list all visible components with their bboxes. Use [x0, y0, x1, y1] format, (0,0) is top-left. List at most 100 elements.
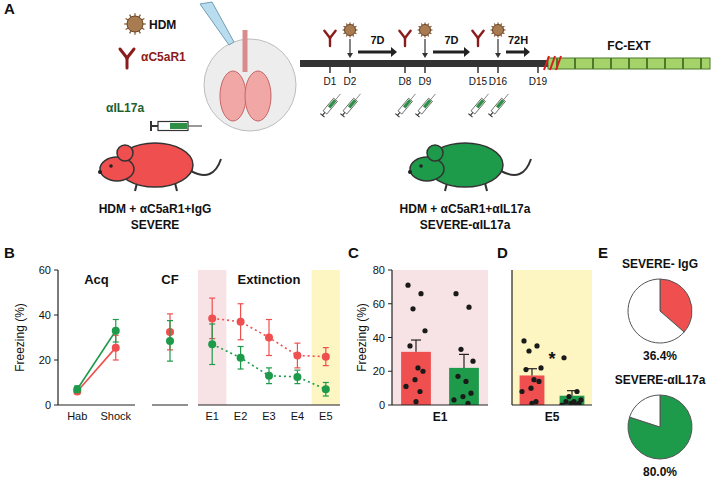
marker: [322, 385, 330, 393]
point: [534, 343, 539, 348]
fc-ext-bar: [548, 58, 710, 69]
interval-arrowhead: [464, 47, 470, 57]
label: 60: [39, 264, 51, 276]
syringe-liquid: [348, 99, 357, 108]
error-cap: [167, 313, 173, 314]
marker: [322, 353, 330, 361]
series-line: [77, 331, 116, 390]
label: 0: [379, 399, 385, 411]
error-cap: [238, 346, 244, 347]
error-bar: [167, 321, 173, 362]
error-cap: [294, 383, 300, 384]
syringe-barrel: [491, 98, 505, 114]
point: [519, 389, 524, 394]
panel-letter: A: [4, 0, 15, 17]
error-bar: [294, 370, 300, 384]
slice: [630, 395, 660, 427]
error-cap: [323, 395, 329, 396]
label: SEVERE-αIL17a: [615, 373, 706, 387]
lung: [220, 71, 246, 121]
label: 20: [373, 365, 385, 377]
error-cap: [209, 364, 215, 365]
error-cap: [238, 303, 244, 304]
hdm-icon: [343, 23, 358, 38]
fc-ext-session: [574, 58, 576, 69]
syringe-needle: [188, 125, 202, 126]
label: Extinction: [238, 272, 301, 287]
label: 72H: [508, 34, 528, 46]
point: [468, 391, 473, 396]
point: [466, 305, 471, 310]
antibody-arm: [405, 31, 411, 38]
label: 36.4%: [643, 349, 677, 363]
error-bar: [238, 347, 244, 370]
label: 7D: [370, 34, 384, 46]
error-cap: [294, 370, 300, 371]
marker: [112, 327, 120, 335]
mouse-eye: [419, 164, 423, 168]
label: Hab: [67, 410, 87, 422]
x-axis: [58, 404, 135, 405]
error-cap: [266, 355, 272, 356]
figure: ABCDEHDMαC5aR1αIL17aFC-EXTD1D2D8D9D15D16…: [0, 0, 718, 502]
label: 20: [39, 354, 51, 366]
point: [521, 338, 526, 343]
panel-letter: D: [497, 244, 508, 261]
label: 60: [373, 298, 385, 310]
antibody-arm: [399, 31, 405, 38]
point: [566, 394, 571, 399]
error-cap: [167, 361, 173, 362]
panel-bars: 020406080Freezing (%)E1: [355, 264, 488, 424]
point: [574, 389, 579, 394]
pie: SEVERE-αIL17a80.0%: [615, 373, 706, 479]
point: [536, 379, 541, 384]
label: Freezing (%): [355, 303, 369, 372]
syringe-icon: [415, 92, 437, 117]
label: SEVERE: [131, 218, 180, 232]
drop-arrowhead: [422, 53, 428, 58]
error-line: [463, 354, 464, 368]
hdm-icon: [124, 13, 146, 35]
label: Acq: [84, 272, 109, 287]
point: [528, 386, 533, 391]
marker: [237, 318, 245, 326]
x-axis: [512, 404, 592, 405]
syringe-needle: [411, 94, 416, 100]
marker: [293, 352, 301, 360]
day-tick: [349, 67, 351, 73]
antibody-icon: [472, 31, 483, 46]
marker: [208, 314, 216, 322]
point: [561, 355, 566, 360]
point: [563, 399, 568, 404]
label: E5: [319, 410, 332, 422]
error-cap: [238, 339, 244, 340]
plot-data: [401, 283, 479, 405]
label: D15: [469, 76, 488, 87]
label: 0: [45, 399, 51, 411]
point: [523, 367, 528, 372]
label: E4: [291, 410, 304, 422]
label: HDM: [149, 18, 176, 32]
marker: [112, 344, 120, 352]
syringe-barrel: [471, 98, 485, 114]
day-tick: [424, 67, 426, 73]
point: [417, 389, 422, 394]
fc-ext-session: [610, 58, 612, 69]
y-tick: [388, 371, 392, 372]
interval-arrowhead: [391, 47, 397, 57]
mouse-eye: [109, 164, 113, 168]
mouse-nose: [408, 170, 412, 174]
syringe-icon: [151, 121, 202, 131]
syringe-needle: [504, 94, 509, 100]
point: [531, 377, 536, 382]
point: [410, 306, 415, 311]
panel-letter: B: [4, 244, 15, 261]
syringe-plunger: [322, 112, 324, 115]
syringe-icon: [320, 92, 342, 117]
hdm-ball: [420, 25, 431, 36]
point: [418, 291, 423, 296]
x-axis: [198, 404, 340, 405]
highlight: [312, 270, 340, 405]
label: Shock: [100, 410, 131, 422]
error-cap: [411, 339, 421, 340]
